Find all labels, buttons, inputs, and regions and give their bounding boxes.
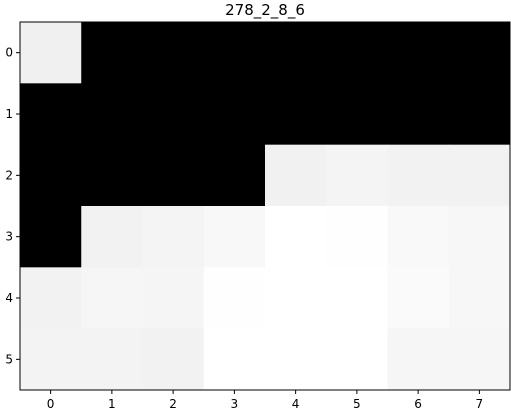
heatmap-cell-r3-c7 [448,206,511,268]
heatmap-cell-r5-c4 [265,328,327,391]
x-tick-label: 4 [292,397,300,411]
heatmap-cell-r2-c4 [265,144,327,207]
heatmap-cell-r3-c3 [203,206,266,268]
heatmap-cell-r5-c5 [326,328,388,391]
heatmap-cell-r3-c4 [265,206,327,268]
x-tick-label: 6 [414,397,422,411]
heatmap-cell-r0-c5 [326,22,388,84]
x-tick-label: 5 [353,397,361,411]
heatmap-cell-r5-c1 [81,328,143,391]
heatmap-cell-r2-c2 [142,144,205,207]
y-tick-label: 4 [5,291,13,305]
heatmap-cell-r2-c6 [387,144,450,207]
heatmap-cell-r5-c3 [203,328,266,391]
plot-frame [19,21,511,391]
heatmap-cell-r3-c5 [326,206,388,268]
x-axis: 0 1 2 3 4 5 6 7 [47,390,483,411]
heatmap-cell-r4-c6 [387,267,450,330]
heatmap-cell-r0-c2 [142,22,205,84]
heatmap-cell-r2-c1 [81,144,143,207]
heatmap-cell-r5-c6 [387,328,450,391]
x-tick-label: 0 [47,397,55,411]
chart-title: 278_2_8_6 [225,1,305,20]
y-tick-label: 0 [5,46,13,60]
y-tick-label: 3 [5,230,13,244]
heatmap-cell-r4-c4 [265,267,327,330]
heatmap-cell-r2-c0 [20,144,82,207]
heatmap-cell-r1-c6 [387,83,450,146]
x-tick-label: 1 [108,397,116,411]
heatmap-cell-r4-c0 [20,267,82,330]
heatmap-cell-r0-c0 [20,22,82,84]
heatmap-cell-r3-c6 [387,206,450,268]
heatmap-cell-r3-c2 [142,206,205,268]
y-axis: 0 1 2 3 4 5 [5,46,20,366]
heatmap-cell-r0-c4 [265,22,327,84]
heatmap-cell-r2-c5 [326,144,388,207]
heatmap-cell-r5-c2 [142,328,205,391]
y-tick-label: 5 [5,352,13,366]
heatmap-cell-r5-c0 [20,328,82,391]
heatmap-cell-r4-c1 [81,267,143,330]
heatmap-cell-r4-c5 [326,267,388,330]
heatmap-cell-r1-c4 [265,83,327,146]
heatmap-cell-r5-c7 [448,328,511,391]
heatmap-cell-r4-c7 [448,267,511,330]
x-tick-label: 2 [169,397,177,411]
heatmap-cell-r1-c5 [326,83,388,146]
heatmap-cell-r1-c7 [448,83,511,146]
heatmap-cell-r1-c3 [203,83,266,146]
heatmap-cell-r0-c3 [203,22,266,84]
heatmap-cell-r1-c2 [142,83,205,146]
heatmap-cell-r4-c2 [142,267,205,330]
y-tick-label: 1 [5,107,13,121]
heatmap-cell-r2-c7 [448,144,511,207]
heatmap-cell-r0-c1 [81,22,143,84]
heatmap-cell-r4-c3 [203,267,266,330]
heatmap-cell-r0-c6 [387,22,450,84]
heatmap-cells [20,22,511,391]
heatmap-cell-r1-c0 [20,83,82,146]
x-tick-label: 7 [476,397,484,411]
heatmap-cell-r0-c7 [448,22,511,84]
y-tick-label: 2 [5,168,13,182]
heatmap-cell-r3-c0 [20,206,82,268]
x-tick-label: 3 [231,397,239,411]
heatmap-cell-r3-c1 [81,206,143,268]
heatmap-cell-r1-c1 [81,83,143,146]
heatmap-cell-r2-c3 [203,144,266,207]
